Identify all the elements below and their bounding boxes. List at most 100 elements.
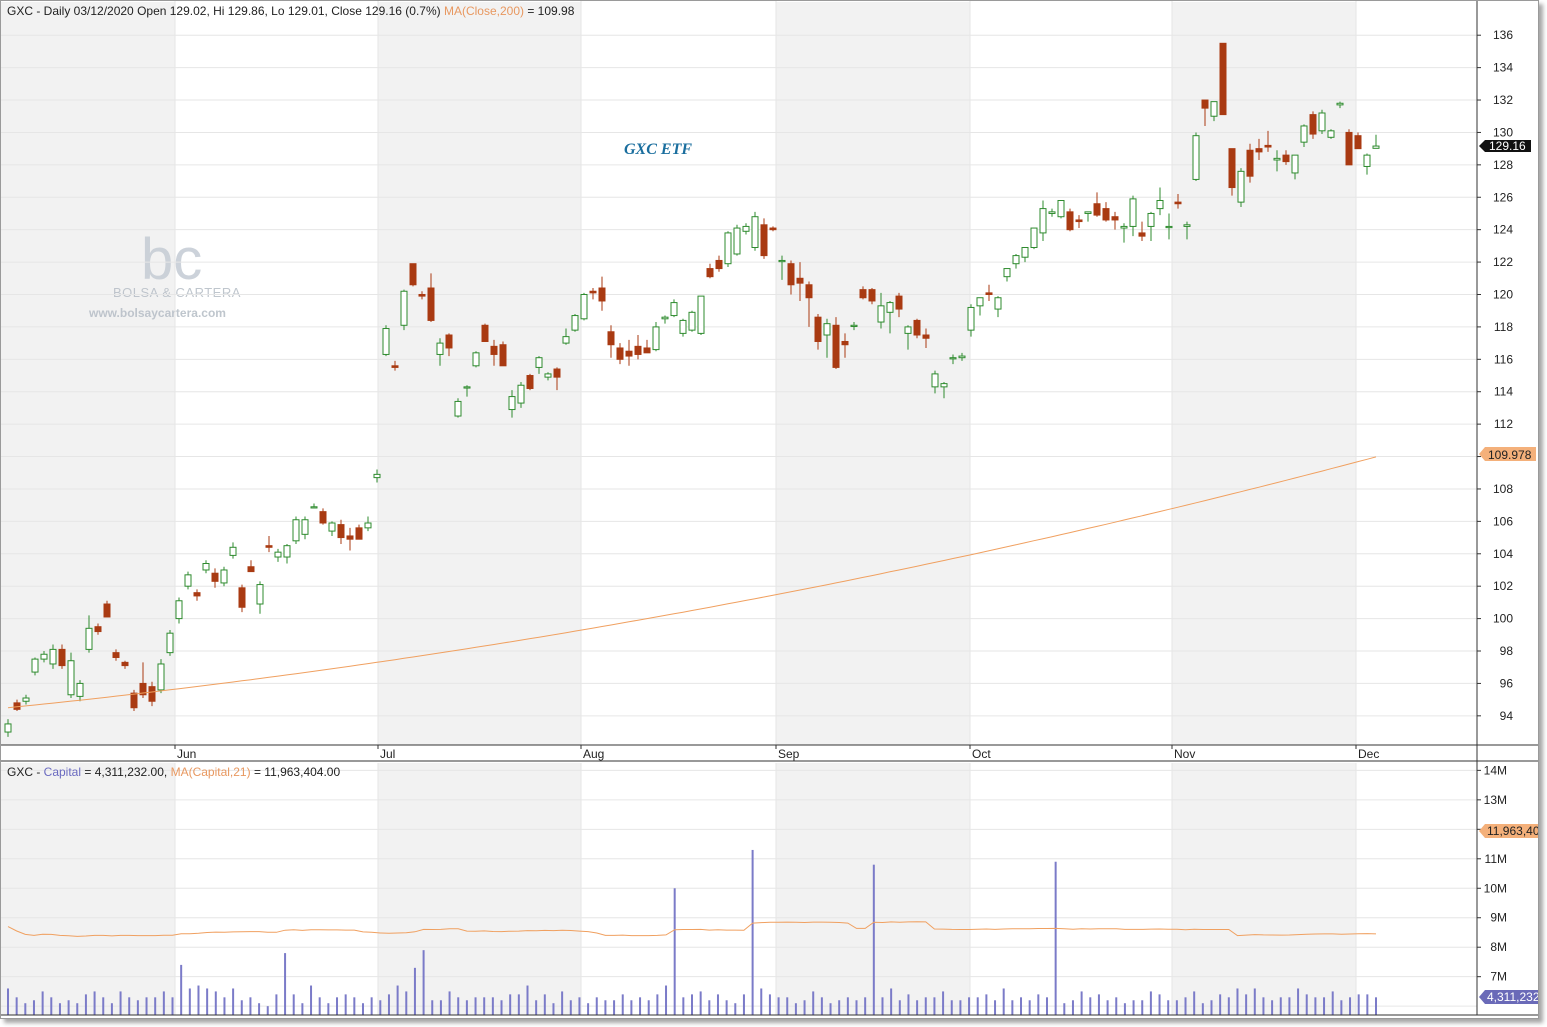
candle[interactable] — [1354, 132, 1362, 150]
candle[interactable] — [967, 304, 975, 337]
volume-bar[interactable] — [396, 985, 399, 1015]
candle[interactable] — [544, 372, 552, 381]
candle[interactable] — [751, 211, 759, 251]
volume-bar[interactable] — [379, 1000, 382, 1015]
volume-bar[interactable] — [474, 997, 477, 1015]
volume-bar[interactable] — [292, 994, 295, 1015]
volume-bar[interactable] — [924, 997, 927, 1015]
candle[interactable] — [913, 318, 921, 339]
volume-bar[interactable] — [119, 991, 122, 1015]
volume-bar[interactable] — [1054, 861, 1057, 1015]
candle[interactable] — [1039, 200, 1047, 242]
volume-bar[interactable] — [41, 991, 44, 1015]
candle[interactable] — [1228, 148, 1236, 196]
volume-bar[interactable] — [517, 994, 520, 1015]
volume-bar[interactable] — [336, 997, 339, 1015]
volume-bar[interactable] — [1357, 994, 1360, 1015]
volume-bar[interactable] — [872, 864, 875, 1015]
candle[interactable] — [58, 644, 66, 669]
candle[interactable] — [229, 542, 237, 559]
volume-bar[interactable] — [1141, 1000, 1144, 1015]
volume-bar[interactable] — [942, 991, 945, 1015]
candle[interactable] — [1048, 208, 1056, 217]
candle[interactable] — [238, 584, 246, 613]
candle[interactable] — [22, 694, 30, 705]
candle[interactable] — [1201, 99, 1209, 126]
candle[interactable] — [256, 581, 264, 614]
candle[interactable] — [274, 548, 282, 562]
candle[interactable] — [130, 689, 138, 711]
volume-panel[interactable] — [7, 849, 1377, 1015]
volume-bar[interactable] — [1175, 1000, 1178, 1015]
candle[interactable] — [1129, 195, 1137, 237]
volume-bar[interactable] — [136, 1000, 139, 1015]
candle[interactable] — [535, 356, 543, 374]
candle[interactable] — [139, 662, 147, 699]
candle[interactable] — [373, 469, 381, 483]
volume-bar[interactable] — [578, 997, 581, 1015]
volume-bar[interactable] — [1071, 1000, 1074, 1015]
candle[interactable] — [814, 313, 822, 350]
candle[interactable] — [931, 370, 939, 394]
volume-bar[interactable] — [1158, 994, 1161, 1015]
candle[interactable] — [355, 524, 363, 540]
volume-bar[interactable] — [1123, 1003, 1126, 1015]
candle[interactable] — [220, 566, 228, 587]
candle[interactable] — [1021, 246, 1029, 263]
candle[interactable] — [400, 289, 408, 331]
candle[interactable] — [1336, 101, 1344, 109]
candle[interactable] — [976, 297, 984, 316]
volume-bar[interactable] — [50, 997, 53, 1015]
volume-bar[interactable] — [1271, 1000, 1274, 1015]
candle[interactable] — [193, 589, 201, 601]
volume-bar[interactable] — [310, 985, 313, 1015]
volume-bar[interactable] — [439, 1000, 442, 1015]
candle[interactable] — [1084, 211, 1092, 222]
volume-bar[interactable] — [1297, 988, 1300, 1015]
volume-bar[interactable] — [933, 997, 936, 1015]
candle[interactable] — [1345, 129, 1353, 166]
volume-bar[interactable] — [820, 997, 823, 1015]
volume-bar[interactable] — [812, 991, 815, 1015]
volume-bar[interactable] — [1028, 1000, 1031, 1015]
candle[interactable] — [148, 681, 156, 707]
volume-bar[interactable] — [154, 997, 157, 1015]
volume-bar[interactable] — [1236, 988, 1239, 1015]
volume-bar[interactable] — [1037, 994, 1040, 1015]
volume-bar[interactable] — [1210, 1000, 1213, 1015]
volume-bar[interactable] — [171, 997, 174, 1015]
volume-bar[interactable] — [1002, 988, 1005, 1015]
candle[interactable] — [67, 652, 75, 699]
candle[interactable] — [652, 322, 660, 352]
volume-bar[interactable] — [786, 997, 789, 1015]
candle[interactable] — [1291, 154, 1299, 180]
candle[interactable] — [1138, 221, 1146, 242]
candle[interactable] — [265, 535, 273, 553]
candle[interactable] — [580, 292, 588, 321]
volume-bar[interactable] — [569, 1000, 572, 1015]
candle[interactable] — [625, 339, 633, 366]
candle[interactable] — [472, 351, 480, 368]
volume-bar[interactable] — [266, 1006, 269, 1015]
candle[interactable] — [589, 288, 597, 300]
volume-bar[interactable] — [734, 1003, 737, 1015]
candle[interactable] — [850, 322, 858, 331]
candle[interactable] — [40, 651, 48, 663]
volume-bar[interactable] — [1323, 997, 1326, 1015]
candle[interactable] — [679, 318, 687, 337]
candle[interactable] — [4, 719, 12, 737]
candle[interactable] — [202, 560, 210, 574]
volume-bar[interactable] — [405, 991, 408, 1015]
volume-bar[interactable] — [1106, 1000, 1109, 1015]
volume-bar[interactable] — [162, 991, 165, 1015]
volume-bar[interactable] — [691, 994, 693, 1015]
volume-bar[interactable] — [1314, 997, 1317, 1015]
candle[interactable] — [1327, 129, 1335, 139]
candle[interactable] — [1147, 211, 1155, 242]
candle[interactable] — [247, 560, 255, 573]
volume-bar[interactable] — [180, 964, 183, 1015]
volume-bar[interactable] — [67, 1000, 70, 1015]
volume-bar[interactable] — [483, 997, 486, 1015]
volume-bar[interactable] — [838, 1000, 841, 1015]
candle[interactable] — [382, 325, 390, 357]
